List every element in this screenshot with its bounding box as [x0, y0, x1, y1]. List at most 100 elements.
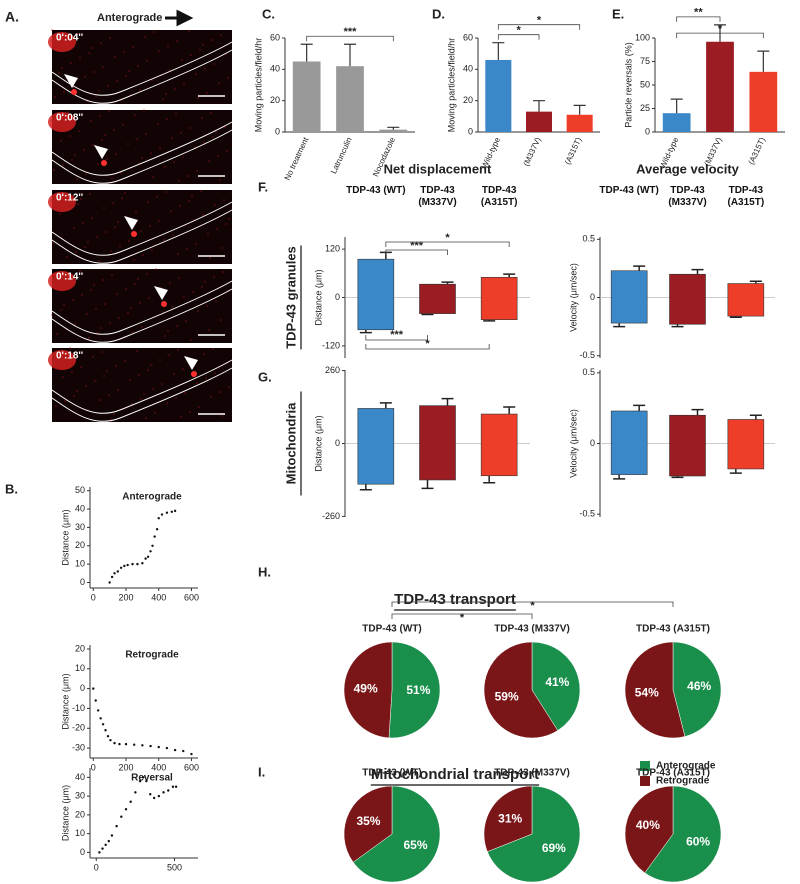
- speckle: [197, 310, 199, 312]
- speckle: [93, 71, 95, 73]
- speckle: [132, 331, 134, 333]
- box: [610, 270, 648, 324]
- y-tick-label: 75: [640, 56, 650, 66]
- data-point: [129, 800, 132, 803]
- speckle: [218, 82, 220, 84]
- box: [419, 405, 456, 481]
- category-header: TDP-43 (M337V): [668, 185, 706, 208]
- data-point: [141, 562, 144, 565]
- significance-bracket: [306, 35, 394, 42]
- speckle: [206, 92, 208, 94]
- speckle: [166, 402, 168, 404]
- speckle: [142, 254, 144, 256]
- speckle: [149, 225, 151, 227]
- slice-label: 46%: [687, 679, 711, 693]
- speckle: [88, 337, 90, 339]
- speckle: [168, 354, 170, 356]
- y-tick-label: 260: [325, 365, 340, 375]
- speckle: [75, 251, 77, 253]
- speckle: [95, 95, 97, 97]
- granule: [161, 301, 167, 307]
- pie-slice: [483, 641, 559, 739]
- significance-label: *: [517, 25, 522, 37]
- speckle: [215, 131, 217, 133]
- speckle: [180, 416, 182, 418]
- bright-blob: [48, 350, 76, 370]
- speckle: [59, 213, 61, 215]
- speckle: [62, 376, 64, 378]
- y-tick-label: 0.5: [582, 367, 595, 377]
- box: [610, 410, 648, 475]
- whisker-bottom: [359, 484, 372, 491]
- speckle: [100, 42, 102, 44]
- speckle: [189, 127, 191, 129]
- bright-blob: [48, 112, 76, 132]
- speckle: [147, 369, 149, 371]
- data-point: [116, 570, 120, 573]
- bar: [379, 129, 408, 132]
- speckle: [92, 144, 94, 146]
- micrograph: 0':12'': [48, 190, 233, 264]
- significance-label: *: [537, 15, 542, 27]
- speckle: [211, 39, 213, 41]
- speckle: [213, 63, 215, 65]
- category-header: TDP-43 (WT): [599, 185, 658, 196]
- pie-slice: [531, 641, 581, 731]
- x-tick-label: Latrunculin: [329, 136, 354, 175]
- arrowhead: [154, 286, 168, 300]
- slice-label: 31%: [498, 811, 522, 825]
- data-point: [149, 744, 152, 748]
- x-tick-label: 0: [91, 762, 96, 772]
- speckle: [89, 193, 91, 195]
- speckle: [147, 201, 149, 203]
- pie-label: TDP-43 (M337V): [494, 624, 570, 635]
- y-tick-label: 50: [640, 79, 650, 89]
- x-tick-label: (A315T): [747, 136, 768, 166]
- granule: [71, 89, 77, 95]
- timestamp: 0':12'': [56, 193, 83, 204]
- axon-outline: [51, 209, 233, 264]
- speckle: [110, 250, 112, 252]
- speckle: [137, 65, 139, 67]
- speckle: [199, 49, 201, 51]
- speckle: [191, 195, 193, 197]
- slice-label: 59%: [495, 690, 519, 704]
- speckle: [196, 170, 198, 172]
- significance-bracket: [391, 613, 533, 619]
- speckle: [79, 270, 81, 272]
- x-tick-label: No treatment: [283, 135, 311, 181]
- y-axis-label: Distance (μm): [313, 415, 323, 471]
- arrowhead: [64, 74, 78, 88]
- data-point: [173, 509, 177, 513]
- speckle: [150, 364, 152, 366]
- slice-label: 40%: [636, 818, 660, 832]
- speckle: [161, 383, 163, 385]
- speckle: [107, 85, 109, 87]
- speckle: [99, 115, 101, 117]
- speckle: [167, 45, 169, 47]
- speckle: [204, 281, 206, 283]
- data-point: [167, 789, 170, 792]
- data-point: [173, 748, 177, 752]
- significance-bracket: [676, 32, 764, 39]
- y-axis-label: Moving particles/field/hr: [446, 38, 456, 133]
- y-tick-label: 10: [75, 828, 85, 838]
- speckle: [146, 273, 148, 275]
- speckle: [77, 33, 79, 35]
- speckle: [145, 417, 147, 419]
- speckle: [69, 347, 71, 349]
- speckle: [83, 149, 85, 151]
- data-point: [132, 743, 136, 746]
- micrograph: 0':04'': [48, 29, 233, 104]
- data-point: [141, 744, 144, 747]
- y-axis-label: Distance (μm): [60, 673, 70, 729]
- speckle: [177, 253, 179, 255]
- speckle: [87, 241, 89, 243]
- y-tick-label: -30: [72, 742, 85, 752]
- box: [727, 283, 765, 317]
- speckle: [158, 220, 160, 222]
- data-point: [96, 709, 100, 712]
- bar: [662, 113, 691, 132]
- timestamp: 0':14'': [56, 272, 83, 283]
- speckle: [104, 134, 106, 136]
